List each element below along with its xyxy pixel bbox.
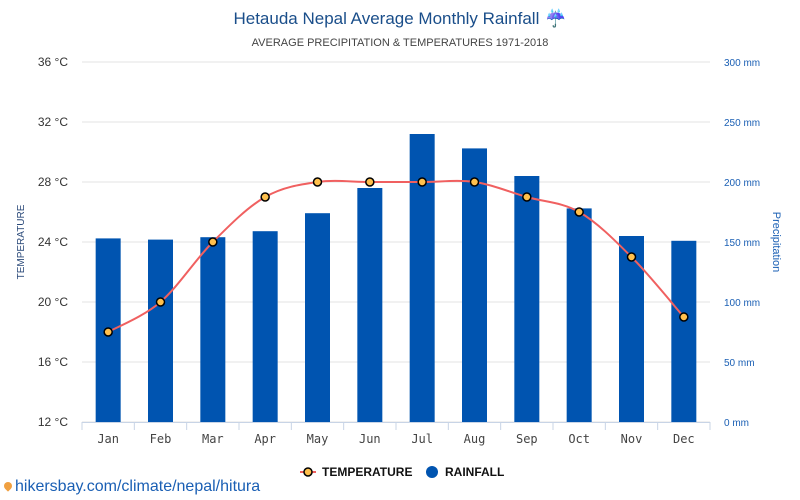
temperature-point[interactable] <box>365 177 375 187</box>
temperature-point[interactable] <box>522 192 532 202</box>
chart-subtitle: AVERAGE PRECIPITATION & TEMPERATURES 197… <box>252 37 549 49</box>
y-right-tick-label: 50 mm <box>724 358 755 369</box>
y-left-tick-label: 20 °C <box>38 295 68 309</box>
rainfall-bar[interactable] <box>357 188 383 422</box>
y-left-tick-label: 16 °C <box>38 355 68 369</box>
y-axis-left: 12 °C 16 °C 20 °C 24 °C 28 °C 32 °C 36 °C <box>38 55 68 429</box>
y-left-tick-label: 12 °C <box>38 415 68 429</box>
temperature-point[interactable] <box>626 252 637 262</box>
chart-title: Hetauda Nepal Average Monthly Rainfall ☔ <box>233 8 566 28</box>
rainfall-bar[interactable] <box>619 236 644 422</box>
temperature-point[interactable] <box>312 177 323 187</box>
temperature-point[interactable] <box>155 297 166 307</box>
rainfall-bar[interactable] <box>305 213 330 422</box>
y-right-tick-label: 250 mm <box>724 118 760 129</box>
temperature-point[interactable] <box>417 177 427 187</box>
temperature-markers <box>103 177 689 337</box>
x-tick-label: Feb <box>150 432 172 446</box>
y-right-tick-label: 0 mm <box>724 418 749 429</box>
x-tick-label: Mar <box>202 432 224 446</box>
legend-item-rainfall[interactable]: RAINFALL <box>426 465 504 479</box>
x-tick-label: Sep <box>516 432 538 446</box>
y-right-tick-label: 200 mm <box>724 178 760 189</box>
y-right-tick-label: 100 mm <box>724 298 760 309</box>
legend-temperature-label: TEMPERATURE <box>322 465 412 479</box>
y-right-tick-label: 150 mm <box>724 238 760 249</box>
x-axis: Jan Feb Mar Apr May Jun Jul Aug Sep Oct Nov Dec <box>81 422 711 446</box>
temperature-point[interactable] <box>103 327 113 337</box>
x-tick-label: Dec <box>673 432 695 446</box>
umbrella-rain-icon: ☔ <box>545 8 566 28</box>
x-tick-label: Jan <box>97 432 119 446</box>
rainfall-bar[interactable] <box>462 148 487 422</box>
legend: TEMPERATURE RAINFALL <box>300 465 504 479</box>
y-left-tick-label: 24 °C <box>38 235 68 249</box>
source-link[interactable]: hikersbay.com/climate/nepal/hitura <box>2 478 261 496</box>
x-tick-label: May <box>307 432 329 446</box>
y-left-tick-label: 36 °C <box>38 55 68 69</box>
rainfall-bars <box>95 134 697 422</box>
temperature-line <box>107 179 685 333</box>
rainfall-bar[interactable] <box>514 176 540 422</box>
temperature-point[interactable] <box>574 207 584 217</box>
rainfall-bar[interactable] <box>148 239 173 422</box>
temperature-point[interactable] <box>679 312 689 322</box>
rainfall-bar[interactable] <box>671 240 697 422</box>
y-axis-left-label: TEMPERATURE <box>16 204 27 279</box>
y-left-tick-label: 28 °C <box>38 175 68 189</box>
x-tick-label: Jun <box>359 432 381 446</box>
rainfall-bar[interactable] <box>252 231 278 422</box>
y-axis-right: 0 mm 50 mm 100 mm 150 mm 200 mm 250 mm 300 mm <box>724 58 760 429</box>
x-tick-label: Oct <box>568 432 590 446</box>
y-left-tick-label: 32 °C <box>38 115 68 129</box>
temperature-point[interactable] <box>260 192 270 202</box>
temperature-point[interactable] <box>208 237 218 247</box>
rainfall-bar[interactable] <box>409 134 435 422</box>
y-axis-right-label: Precipitation <box>770 212 782 273</box>
legend-rainfall-label: RAINFALL <box>445 465 504 479</box>
rainfall-bar[interactable] <box>200 237 226 422</box>
rainfall-bar[interactable] <box>566 208 592 422</box>
rainfall-marker-icon <box>426 466 438 478</box>
temperature-point[interactable] <box>469 177 480 187</box>
temperature-marker-icon <box>303 467 313 477</box>
y-right-tick-label: 300 mm <box>724 58 760 69</box>
x-tick-label: Apr <box>254 432 276 446</box>
x-tick-label: Aug <box>464 432 486 446</box>
x-tick-label: Nov <box>621 432 643 446</box>
source-link-text[interactable]: hikersbay.com/climate/nepal/hitura <box>15 478 261 495</box>
legend-item-temperature[interactable]: TEMPERATURE <box>300 465 412 479</box>
x-tick-label: Jul <box>411 432 433 446</box>
location-pin-icon <box>2 480 14 492</box>
